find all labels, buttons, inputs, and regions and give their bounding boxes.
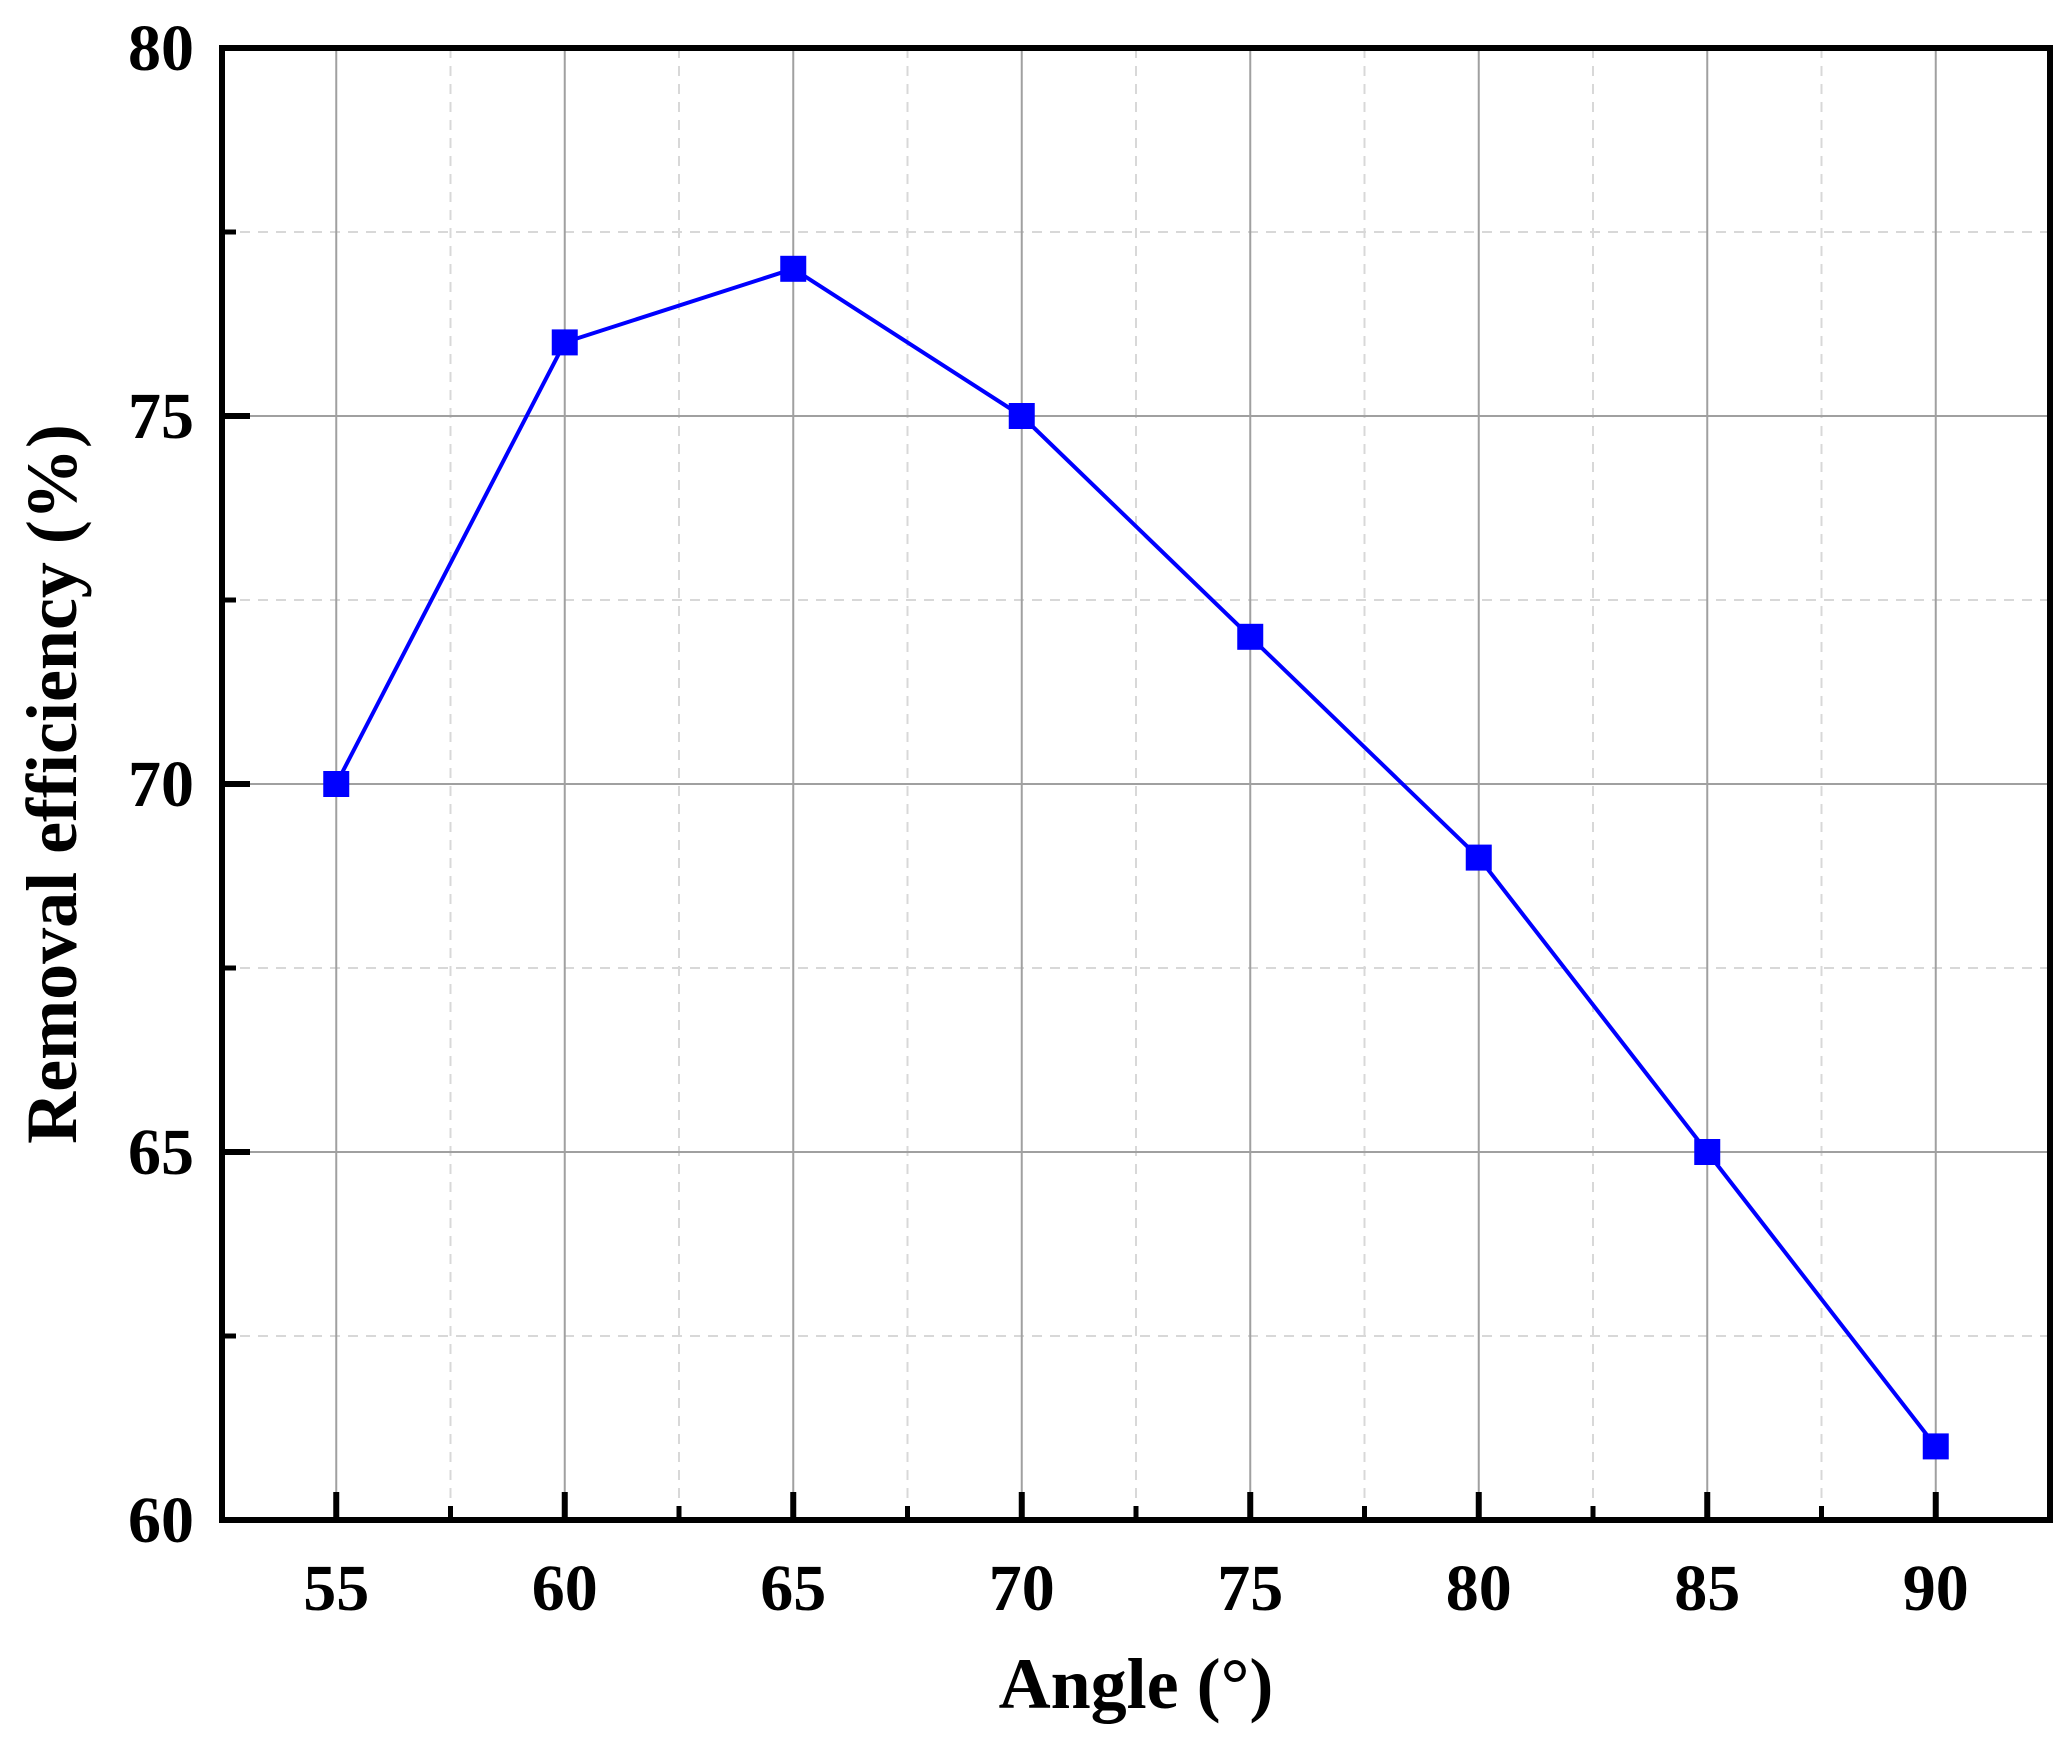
y-axis-title: Removal efficiency (%) <box>12 424 92 1144</box>
data-point-marker <box>1923 1433 1949 1459</box>
x-tick-label: 60 <box>532 1552 598 1625</box>
data-point-marker <box>780 256 806 282</box>
x-tick-label: 80 <box>1446 1552 1512 1625</box>
y-tick-label: 75 <box>128 380 194 453</box>
data-point-marker <box>1237 624 1263 650</box>
data-point-marker <box>1466 845 1492 871</box>
x-tick-label: 65 <box>760 1552 826 1625</box>
y-tick-label: 60 <box>128 1484 194 1557</box>
x-tick-label: 90 <box>1903 1552 1969 1625</box>
x-tick-labels: 55 60 65 70 75 80 85 90 <box>303 1552 1969 1625</box>
x-tick-label: 75 <box>1217 1552 1283 1625</box>
x-tick-label: 55 <box>303 1552 369 1625</box>
x-tick-label: 70 <box>989 1552 1055 1625</box>
data-point-marker <box>323 771 349 797</box>
y-tick-label: 80 <box>128 12 194 85</box>
x-axis-title: Angle (°) <box>999 1644 1274 1724</box>
data-point-marker <box>1009 403 1035 429</box>
x-tick-label: 85 <box>1674 1552 1740 1625</box>
y-tick-label: 70 <box>128 748 194 821</box>
y-tick-labels: 60 65 70 75 80 <box>128 12 194 1557</box>
data-point-marker <box>552 329 578 355</box>
data-point-marker <box>1694 1139 1720 1165</box>
y-tick-label: 65 <box>128 1116 194 1189</box>
